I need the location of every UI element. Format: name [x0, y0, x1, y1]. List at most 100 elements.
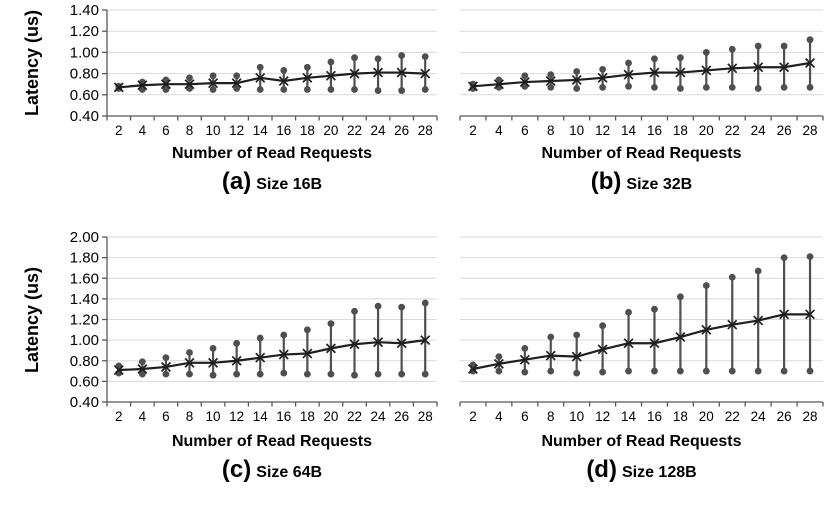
caption-b-letter: (b) [590, 168, 622, 195]
x-tick-label: 26 [777, 409, 792, 424]
x-tick-label: 2 [469, 123, 477, 138]
gridlines-d [460, 236, 823, 382]
x-tick-label: 26 [777, 123, 792, 138]
x-axis-title-d: Number of Read Requests [541, 433, 742, 450]
x-tick-label: 10 [569, 123, 584, 138]
y-tick-label: 0.80 [70, 353, 99, 370]
x-tick-label: 24 [751, 409, 767, 424]
x-tick-label: 4 [495, 123, 503, 138]
x-tick-labels-c: 2 4 6 8 10 12 14 16 18 20 22 24 26 28 [115, 409, 433, 424]
x-tick-label: 22 [725, 409, 740, 424]
x-tick-label: 6 [521, 409, 529, 424]
y-tick-label: 1.60 [70, 270, 99, 287]
plot-b: 2 4 6 8 10 12 14 16 18 20 22 24 26 28 [459, 9, 824, 138]
x-tick-labels-b: 2 4 6 8 10 12 14 16 18 20 22 24 26 28 [469, 123, 817, 138]
gridlines-b [460, 9, 823, 96]
y-tick-label: 1.40 [70, 2, 99, 19]
x-tick-label: 18 [673, 123, 688, 138]
x-tick-label: 24 [371, 409, 387, 424]
gridlines-c [107, 236, 437, 382]
x-tick-label: 10 [206, 409, 221, 424]
x-tick-label: 28 [803, 409, 818, 424]
y-tick-label: 1.00 [70, 44, 99, 61]
y-tick-label: 0.80 [70, 66, 99, 83]
x-tick-label: 14 [621, 409, 637, 424]
y-tick-label: 1.20 [70, 23, 99, 40]
axes-b [459, 115, 824, 121]
x-tick-label: 24 [371, 123, 387, 138]
axes-d [459, 401, 824, 407]
x-tick-label: 10 [206, 123, 221, 138]
mean-series-d [467, 309, 816, 375]
x-tick-label: 4 [139, 123, 147, 138]
y-tick-label: 1.20 [70, 312, 99, 329]
mean-series-a [113, 67, 431, 93]
x-axis-title-b: Number of Read Requests [541, 145, 742, 162]
x-tick-label: 22 [347, 123, 362, 138]
axes-c: 0.40 0.60 0.80 1.00 1.20 1.40 1.60 1.80 2.00 [70, 229, 438, 411]
x-tick-label: 22 [347, 409, 362, 424]
x-tick-label: 6 [521, 123, 529, 138]
y-tick-label: 0.60 [70, 373, 99, 390]
x-axis-title-c: Number of Read Requests [171, 433, 373, 450]
x-tick-label: 8 [547, 123, 555, 138]
x-tick-label: 14 [253, 123, 269, 138]
x-tick-label: 26 [394, 409, 409, 424]
axes-a: 0.40 0.60 0.80 1.00 1.20 1.40 [70, 2, 438, 125]
x-tick-label: 28 [803, 123, 818, 138]
x-tick-label: 6 [162, 123, 170, 138]
caption-d-letter: (d) [586, 456, 617, 483]
x-tick-label: 12 [229, 409, 244, 424]
x-tick-label: 16 [276, 409, 291, 424]
x-tick-label: 8 [186, 409, 194, 424]
x-tick-label: 2 [115, 123, 123, 138]
x-tick-label: 26 [394, 123, 409, 138]
caption-c-letter: (c) [221, 456, 252, 483]
y-tick-label: 0.40 [70, 394, 99, 411]
plot-c: 0.400.600.801.001.201.401.601.802.002 4 6 8… [70, 229, 438, 424]
gridlines-a [107, 9, 437, 96]
x-tick-label: 4 [495, 409, 503, 424]
x-tick-label: 20 [699, 123, 714, 138]
error-bars-c [115, 299, 429, 379]
caption-a-letter: (a) [221, 168, 252, 195]
x-tick-label: 20 [323, 409, 338, 424]
caption-a: (a) Size 16B [107, 168, 437, 196]
x-tick-label: 28 [418, 123, 433, 138]
y-tick-label: 1.80 [70, 250, 99, 267]
caption-c-size: Size 64B [256, 464, 323, 481]
x-tick-label: 2 [115, 409, 123, 424]
y-tick-label: 0.60 [70, 87, 99, 104]
x-tick-label: 12 [595, 123, 610, 138]
x-tick-label: 10 [569, 409, 584, 424]
x-tick-label: 28 [418, 409, 433, 424]
caption-d-size: Size 128B [621, 464, 697, 481]
error-bars-b [469, 36, 814, 92]
caption-d: (d) Size 128B [460, 456, 823, 484]
x-tick-label: 16 [647, 409, 662, 424]
x-tick-label: 14 [253, 409, 269, 424]
x-tick-label: 8 [186, 123, 194, 138]
x-axis-title-a: Number of Read Requests [171, 145, 373, 162]
caption-b: (b) Size 32B [460, 168, 823, 196]
error-bars-d [469, 253, 814, 377]
x-tick-label: 20 [699, 409, 714, 424]
x-tick-label: 2 [469, 409, 477, 424]
caption-c: (c) Size 64B [107, 456, 437, 484]
caption-b-size: Size 32B [626, 176, 693, 193]
x-tick-label: 22 [725, 123, 740, 138]
x-tick-label: 4 [139, 409, 147, 424]
y-tick-label: 1.40 [70, 291, 99, 308]
x-tick-labels-d: 2 4 6 8 10 12 14 16 18 20 22 24 26 28 [469, 409, 817, 424]
x-tick-label: 12 [229, 123, 244, 138]
x-tick-label: 8 [547, 409, 555, 424]
mean-series-c [113, 335, 431, 376]
x-tick-label: 16 [647, 123, 662, 138]
x-tick-labels-a: 2 4 6 8 10 12 14 16 18 20 22 24 26 28 [115, 123, 433, 138]
x-tick-label: 14 [621, 123, 637, 138]
mean-series-b [467, 57, 816, 92]
y-tick-label: 1.00 [70, 332, 99, 349]
x-tick-label: 12 [595, 409, 610, 424]
plot-a: 0.400.600.801.001.201.402 4 6 8 10 12 14 16 18 20… [70, 2, 438, 138]
